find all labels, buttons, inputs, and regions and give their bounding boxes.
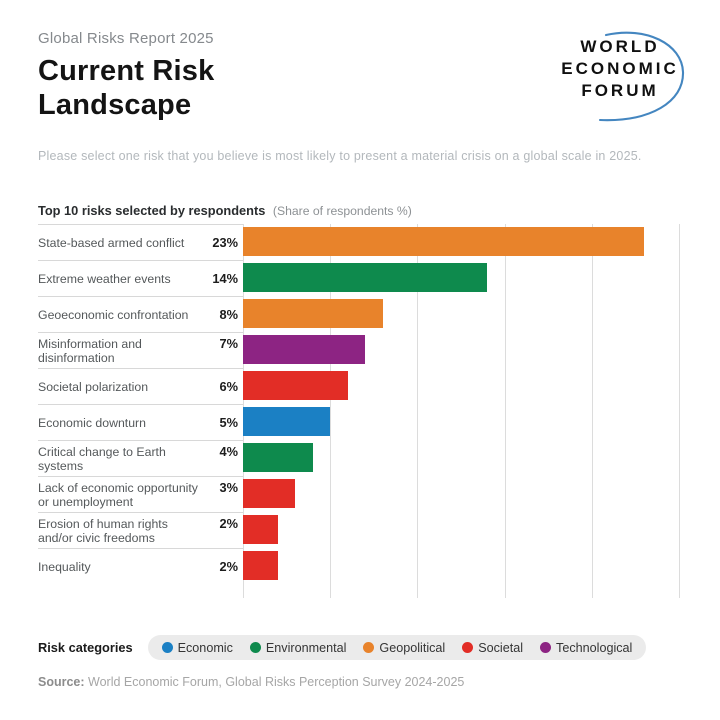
legend: Economic Environmental Geopolitical Societa…	[147, 635, 647, 660]
risk-bar	[243, 299, 383, 328]
wef-logo-arc-icon	[598, 31, 685, 122]
chart-heading: Top 10 risks selected by respondents (Sh…	[38, 203, 690, 218]
source-line: Source: World Economic Forum, Global Ris…	[38, 675, 690, 689]
bar-chart: State-based armed conflict 23% Extreme wea…	[38, 224, 690, 598]
legend-row: Risk categories Economic Environmental Geo…	[38, 635, 690, 660]
legend-label: Technological	[556, 640, 633, 655]
source-label: Source:	[38, 675, 85, 689]
risk-row: Societal polarization 6%	[38, 368, 690, 404]
risk-row-label-area: Erosion of human rights and/or civic fre…	[38, 512, 243, 548]
risk-bar-track	[243, 260, 690, 296]
risk-label: Erosion of human rights and/or civic fre…	[38, 516, 168, 545]
environmental-dot-icon	[249, 642, 261, 653]
wef-logo-line-3: FORUM	[581, 81, 659, 100]
societal-dot-icon	[462, 642, 474, 653]
risk-row: Extreme weather events 14%	[38, 260, 690, 296]
legend-label: Societal	[478, 640, 524, 655]
risk-label: Inequality	[38, 559, 91, 574]
wef-logo: WORLD ECONOMIC FORUM	[546, 28, 694, 128]
risk-bar	[243, 443, 313, 472]
geopolitical-dot-icon	[363, 642, 375, 653]
chart-title: Top 10 risks selected by respondents	[38, 203, 266, 218]
legend-item-technological: Technological	[540, 641, 632, 655]
wef-logo-line-1: WORLD	[580, 37, 660, 56]
legend-item-economic: Economic	[161, 640, 233, 655]
risk-row-label-area: Misinformation and disinformation 7%	[38, 332, 243, 368]
risk-row: Misinformation and disinformation 7%	[38, 332, 690, 368]
risk-row: Lack of economic opportunity or unemploy…	[38, 476, 690, 512]
technological-dot-icon	[540, 642, 552, 653]
risk-row: Erosion of human rights and/or civic fre…	[38, 512, 690, 548]
risk-bar	[243, 263, 488, 292]
risk-bar-track	[243, 512, 690, 548]
risk-bar-track	[243, 224, 690, 260]
risk-row-label-area: Inequality 2%	[38, 548, 243, 584]
chart-unit-note: (Share of respondents %)	[272, 204, 412, 218]
legend-label: Environmental	[265, 640, 347, 655]
risk-row: Geoeconomic confrontation 8%	[38, 296, 690, 332]
risk-value: 8%	[219, 306, 239, 322]
risk-value: 5%	[219, 414, 239, 430]
risk-bar	[243, 551, 278, 580]
risk-value: 14%	[212, 270, 238, 286]
risk-bar	[243, 515, 278, 544]
page-title: Current Risk Landscape	[38, 55, 215, 121]
risk-label: State-based armed conflict	[38, 235, 185, 250]
risk-label: Misinformation and disinformation	[38, 336, 142, 365]
risk-bar-track	[243, 440, 690, 476]
risk-row-label-area: Societal polarization 6%	[38, 368, 243, 404]
risk-row-label-area: Lack of economic opportunity or unemploy…	[38, 476, 243, 512]
risk-row-label-area: State-based armed conflict 23%	[38, 224, 243, 260]
risk-label: Critical change to Earth systems	[38, 444, 166, 473]
risk-value: 2%	[219, 515, 239, 531]
risk-row: Economic downturn 5%	[38, 404, 690, 440]
legend-item-environmental: Environmental	[249, 640, 347, 655]
risk-row: Inequality 2%	[38, 548, 690, 584]
legend-item-geopolitical: Geopolitical	[363, 641, 445, 655]
risk-value: 7%	[219, 335, 239, 351]
legend-label: Geopolitical	[379, 640, 446, 655]
risk-value: 4%	[219, 443, 239, 459]
risk-bar	[243, 371, 348, 400]
wef-logo-text: WORLD ECONOMIC FORUM	[546, 28, 694, 102]
report-eyebrow: Global Risks Report 2025	[38, 30, 214, 47]
risk-bar-track	[243, 548, 690, 584]
risk-bar-track	[243, 368, 690, 404]
risk-bar-track	[243, 404, 690, 440]
legend-title: Risk categories	[38, 640, 133, 655]
economic-dot-icon	[161, 642, 173, 653]
risk-value: 2%	[219, 558, 239, 574]
risk-label: Economic downturn	[38, 415, 146, 430]
risk-bar	[243, 335, 366, 364]
risk-row: Critical change to Earth systems 4%	[38, 440, 690, 476]
legend-item-societal: Societal	[462, 641, 523, 655]
risk-label: Societal polarization	[38, 379, 149, 394]
risk-bar-track	[243, 296, 690, 332]
survey-question: Please select one risk that you believe …	[38, 149, 642, 163]
risk-bar	[243, 407, 331, 436]
chart-rows: State-based armed conflict 23% Extreme wea…	[38, 224, 690, 584]
wef-logo-line-2: ECONOMIC	[561, 59, 679, 78]
risk-bar-track	[243, 476, 690, 512]
source-text: World Economic Forum, Global Risks Perce…	[88, 675, 465, 689]
risk-row-label-area: Critical change to Earth systems 4%	[38, 440, 243, 476]
risk-row: State-based armed conflict 23%	[38, 224, 690, 260]
risk-row-label-area: Economic downturn 5%	[38, 404, 243, 440]
risk-bar	[243, 227, 645, 256]
risk-value: 6%	[219, 378, 239, 394]
risk-bar-track	[243, 332, 690, 368]
risk-row-label-area: Geoeconomic confrontation 8%	[38, 296, 243, 332]
risk-label: Extreme weather events	[38, 271, 171, 286]
risk-value: 3%	[219, 479, 239, 495]
legend-label: Economic	[177, 640, 233, 655]
risk-bar	[243, 479, 296, 508]
risk-row-label-area: Extreme weather events 14%	[38, 260, 243, 296]
risk-label: Lack of economic opportunity or unemploy…	[38, 480, 198, 509]
risk-value: 23%	[212, 234, 238, 250]
risk-label: Geoeconomic confrontation	[38, 307, 189, 322]
